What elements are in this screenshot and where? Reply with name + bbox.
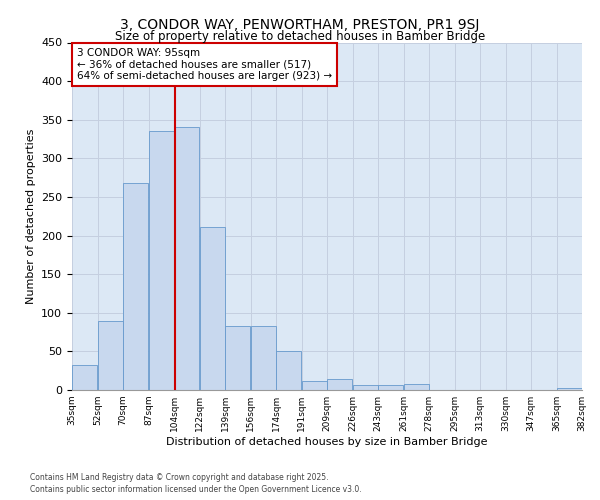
Bar <box>277 352 301 390</box>
Text: Contains HM Land Registry data © Crown copyright and database right 2025.
Contai: Contains HM Land Registry data © Crown c… <box>30 472 362 494</box>
Text: Size of property relative to detached houses in Bamber Bridge: Size of property relative to detached ho… <box>115 30 485 43</box>
Bar <box>175 128 199 390</box>
Bar <box>149 132 173 390</box>
X-axis label: Distribution of detached houses by size in Bamber Bridge: Distribution of detached houses by size … <box>166 437 488 447</box>
Bar <box>200 227 224 390</box>
Text: 3, CONDOR WAY, PENWORTHAM, PRESTON, PR1 9SJ: 3, CONDOR WAY, PENWORTHAM, PRESTON, PR1 … <box>121 18 479 32</box>
Bar <box>226 326 250 390</box>
Bar <box>557 388 581 390</box>
Bar <box>251 326 275 390</box>
Bar <box>98 320 122 390</box>
Bar <box>124 183 148 390</box>
Bar <box>353 384 377 390</box>
Bar <box>328 379 352 390</box>
Bar <box>302 380 326 390</box>
Bar <box>404 384 428 390</box>
Bar <box>379 386 403 390</box>
Y-axis label: Number of detached properties: Number of detached properties <box>26 128 35 304</box>
Bar <box>73 364 97 390</box>
Text: 3 CONDOR WAY: 95sqm
← 36% of detached houses are smaller (517)
64% of semi-detac: 3 CONDOR WAY: 95sqm ← 36% of detached ho… <box>77 48 332 81</box>
